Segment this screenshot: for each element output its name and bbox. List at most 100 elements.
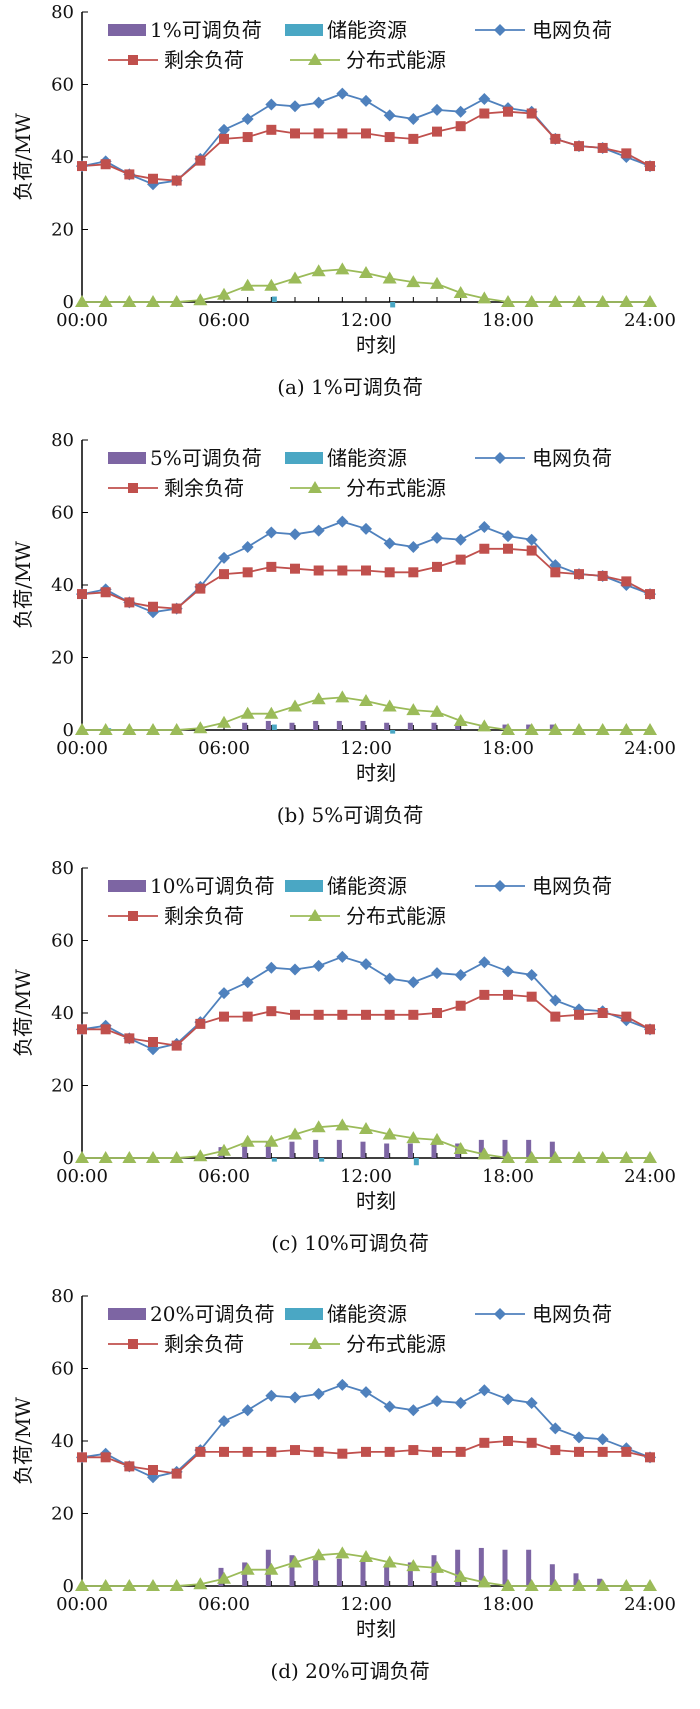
point-residual-load <box>124 1033 135 1044</box>
point-residual-load <box>503 989 513 1000</box>
series-residual-load-line <box>81 547 651 610</box>
bar-storage <box>271 1158 277 1162</box>
point-residual-load <box>195 583 206 594</box>
point-residual-load <box>219 133 229 144</box>
legend-label-residual-load: 剩余负荷 <box>164 1332 244 1356</box>
point-distributed <box>619 1151 634 1163</box>
point-residual-load <box>408 1009 419 1020</box>
point-grid-load <box>502 530 514 543</box>
point-residual-load <box>242 1446 253 1457</box>
legend-label-distributed: 分布式能源 <box>346 48 446 72</box>
point-distributed <box>359 266 373 278</box>
legend-marker-grid-load <box>494 1308 506 1320</box>
point-residual-load <box>124 1461 135 1472</box>
point-distributed <box>619 723 634 735</box>
legend-marker-distributed <box>308 909 322 921</box>
legend-swatch-storage <box>285 24 323 36</box>
y-tick-label: 60 <box>51 931 74 952</box>
point-residual-load <box>621 1446 632 1457</box>
legend-swatch-adjustable <box>108 880 146 892</box>
point-distributed <box>193 1149 208 1162</box>
point-distributed <box>572 295 586 307</box>
x-tick-label: 06:00 <box>198 310 250 331</box>
point-grid-load <box>218 987 230 1000</box>
point-residual-load <box>148 1465 158 1475</box>
bar-adjustable <box>455 724 461 730</box>
point-residual-load <box>408 133 419 144</box>
legend-marker-grid-load <box>494 880 506 892</box>
bar-adjustable <box>549 1564 555 1586</box>
legend-label-distributed: 分布式能源 <box>346 904 446 928</box>
point-distributed <box>146 723 160 735</box>
point-distributed <box>501 723 515 735</box>
point-residual-load <box>550 133 561 144</box>
point-grid-load <box>360 522 372 535</box>
legend-swatch-adjustable <box>108 452 146 464</box>
point-grid-load <box>549 1422 562 1435</box>
point-residual-load <box>432 1446 442 1457</box>
point-residual-load <box>503 543 513 554</box>
point-distributed <box>146 295 160 307</box>
point-residual-load <box>337 128 348 139</box>
point-grid-load <box>431 1395 443 1408</box>
point-grid-load <box>360 1386 372 1399</box>
point-residual-load <box>290 1445 300 1456</box>
point-residual-load <box>290 1009 300 1020</box>
y-tick-label: 0 <box>63 1148 74 1169</box>
point-distributed <box>453 1141 468 1154</box>
bar-adjustable <box>313 1558 319 1586</box>
point-residual-load <box>219 1011 229 1022</box>
point-distributed <box>430 1560 444 1573</box>
y-tick-label: 20 <box>51 1504 74 1525</box>
series-residual-load-line <box>81 110 651 182</box>
point-distributed <box>288 699 302 712</box>
x-axis-label: 时刻 <box>356 761 396 785</box>
point-distributed <box>382 271 397 284</box>
bar-adjustable <box>242 722 248 730</box>
point-grid-load <box>312 524 325 537</box>
point-residual-load <box>645 161 655 172</box>
point-residual-load <box>621 148 632 159</box>
point-distributed <box>453 285 468 298</box>
point-residual-load <box>574 569 584 580</box>
point-distributed <box>572 1579 586 1591</box>
point-residual-load <box>100 159 111 170</box>
chart-panel-3: 0 20 40 60 80 00:00 06:00 12:00 18:00 24:00 时刻 负荷/M… <box>11 1286 676 1683</box>
y-tick-label: 40 <box>51 575 74 596</box>
legend-label-grid-load: 电网负荷 <box>532 874 612 898</box>
point-grid-load <box>265 961 278 974</box>
point-grid-load <box>431 103 443 116</box>
x-tick-label: 00:00 <box>56 1594 108 1615</box>
y-tick-label: 20 <box>51 1076 74 1097</box>
bar-adjustable <box>336 1558 342 1586</box>
point-grid-load <box>336 515 349 528</box>
point-residual-load <box>574 1446 584 1457</box>
point-distributed <box>406 1131 421 1144</box>
point-grid-load <box>525 968 538 981</box>
point-distributed <box>548 1579 563 1591</box>
point-residual-load <box>574 1009 584 1020</box>
bar-adjustable <box>407 722 413 730</box>
point-grid-load <box>454 105 467 118</box>
legend-label-grid-load: 电网负荷 <box>532 1302 612 1326</box>
x-tick-label: 12:00 <box>340 310 392 331</box>
x-tick-label: 18:00 <box>482 1594 534 1615</box>
point-distributed <box>98 295 113 307</box>
bar-adjustable <box>313 1139 319 1158</box>
point-residual-load <box>408 1445 419 1456</box>
bar-storage <box>271 296 277 302</box>
point-distributed <box>311 1120 326 1133</box>
point-distributed <box>122 1151 137 1163</box>
point-grid-load <box>241 1404 254 1417</box>
point-residual-load <box>313 1446 324 1457</box>
point-distributed <box>264 1134 279 1147</box>
point-residual-load <box>77 1024 87 1035</box>
y-tick-label: 80 <box>51 430 74 451</box>
series-grid-load-line <box>81 955 651 1051</box>
x-tick-label: 12:00 <box>340 1594 392 1615</box>
point-distributed <box>430 704 444 717</box>
point-residual-load <box>597 570 608 581</box>
point-distributed <box>288 1555 302 1568</box>
